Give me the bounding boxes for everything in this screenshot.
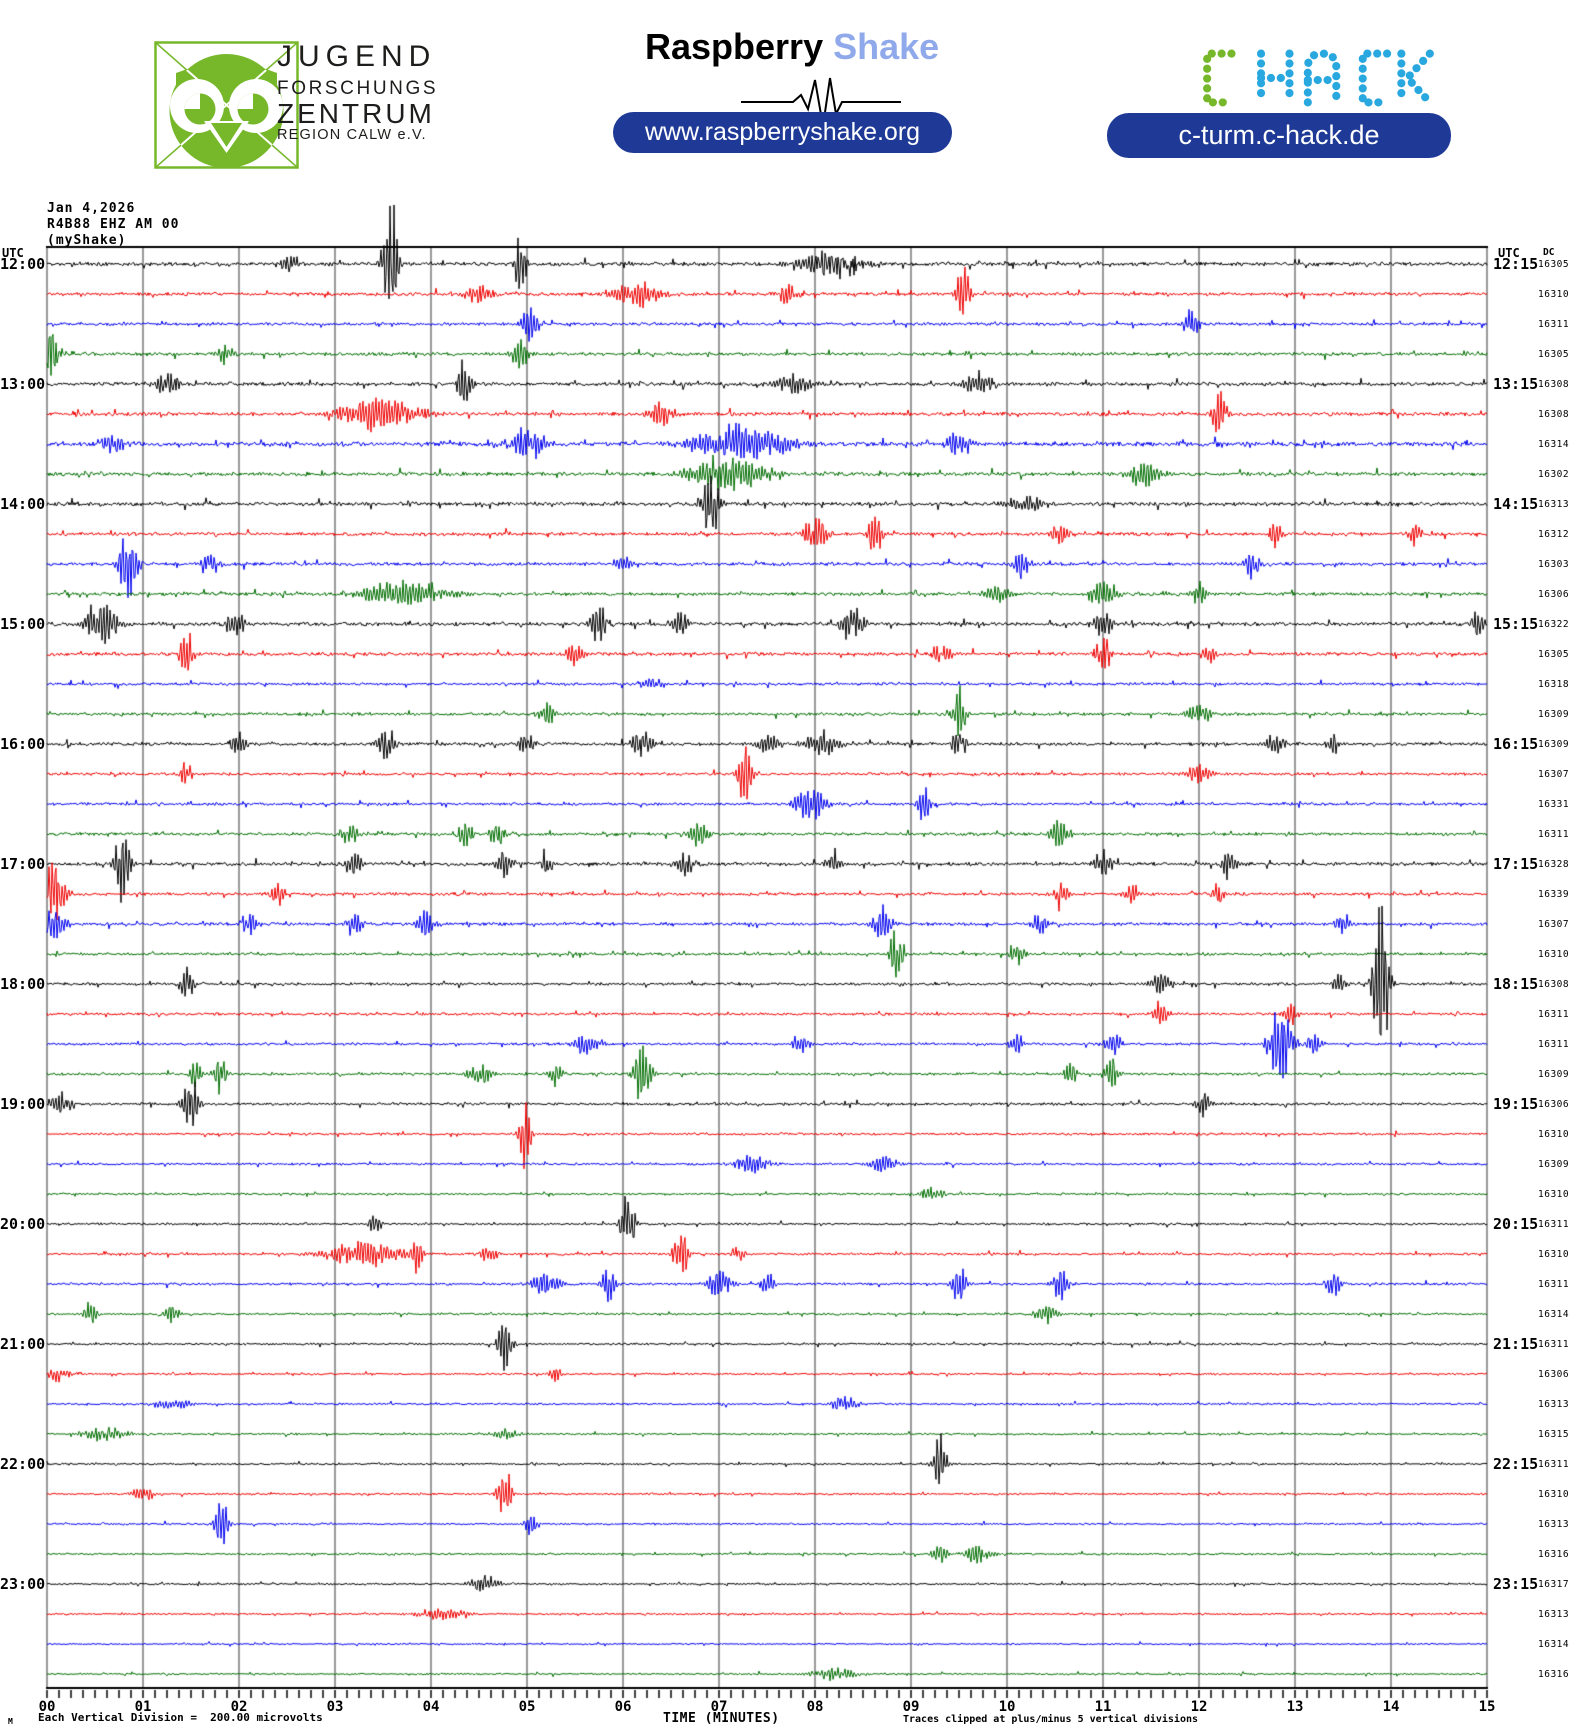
dc-value: 16311 <box>1538 829 1570 840</box>
x-tick-label: 03 <box>326 1699 344 1715</box>
x-tick-label: 04 <box>422 1699 440 1715</box>
dc-value: 16310 <box>1538 1249 1570 1260</box>
dc-value: 16310 <box>1538 949 1570 960</box>
dc-value: 16307 <box>1538 919 1570 930</box>
dc-value: 16314 <box>1538 439 1570 450</box>
x-tick-label: 12 <box>1190 1699 1208 1715</box>
dc-value: 16306 <box>1538 1099 1570 1110</box>
left-time-label: 14:00 <box>0 495 46 513</box>
x-tick-label: 02 <box>230 1699 248 1715</box>
dc-value: 16310 <box>1538 1489 1570 1500</box>
right-time-label: 17:15 <box>1493 855 1539 873</box>
x-tick-label: 08 <box>806 1699 824 1715</box>
dc-value: 16311 <box>1538 1279 1570 1290</box>
dc-value: 16310 <box>1538 289 1570 300</box>
dc-value: 16311 <box>1538 1339 1570 1350</box>
dc-value: 16331 <box>1538 799 1570 810</box>
footer-clip-note: Traces clipped at plus/minus 5 vertical … <box>903 1714 1199 1725</box>
left-time-label: 19:00 <box>0 1095 46 1113</box>
dc-value: 16308 <box>1538 379 1570 390</box>
left-time-label: 15:00 <box>0 615 46 633</box>
dc-value: 16309 <box>1538 1069 1570 1080</box>
right-time-label: 12:15 <box>1493 255 1539 273</box>
x-tick-label: 00 <box>38 1699 56 1715</box>
dc-value: 16339 <box>1538 889 1570 900</box>
right-time-label: 19:15 <box>1493 1095 1539 1113</box>
dc-value: 16314 <box>1538 1639 1570 1650</box>
dc-value: 16309 <box>1538 1159 1570 1170</box>
dc-value: 16317 <box>1538 1579 1570 1590</box>
dc-value: 16311 <box>1538 1009 1570 1020</box>
dc-value: 16305 <box>1538 649 1570 660</box>
right-time-label: 15:15 <box>1493 615 1539 633</box>
left-time-label: 12:00 <box>0 255 46 273</box>
left-time-label: 21:00 <box>0 1335 46 1353</box>
dc-value: 16311 <box>1538 1459 1570 1470</box>
dc-value: 16311 <box>1538 1039 1570 1050</box>
dc-value: 16313 <box>1538 499 1570 510</box>
x-axis-title: TIME (MINUTES) <box>663 1711 780 1726</box>
dc-value: 16310 <box>1538 1189 1570 1200</box>
dc-value: 16302 <box>1538 469 1570 480</box>
dc-value: 16310 <box>1538 1129 1570 1140</box>
x-tick-label: 14 <box>1382 1699 1400 1715</box>
left-time-label: 17:00 <box>0 855 46 873</box>
right-time-label: 16:15 <box>1493 735 1539 753</box>
dc-value: 16312 <box>1538 529 1570 540</box>
dc-value: 16311 <box>1538 319 1570 330</box>
dc-value: 16309 <box>1538 709 1570 720</box>
right-time-label: 23:15 <box>1493 1575 1539 1593</box>
dc-value: 16307 <box>1538 769 1570 780</box>
dc-value: 16314 <box>1538 1309 1570 1320</box>
dc-value: 16313 <box>1538 1399 1570 1410</box>
right-time-label: 18:15 <box>1493 975 1539 993</box>
dc-value: 16315 <box>1538 1429 1570 1440</box>
left-time-label: 20:00 <box>0 1215 46 1233</box>
dc-value: 16322 <box>1538 619 1570 630</box>
dc-value: 16305 <box>1538 349 1570 360</box>
right-time-label: 13:15 <box>1493 375 1539 393</box>
dc-value: 16303 <box>1538 559 1570 570</box>
x-tick-label: 15 <box>1478 1699 1496 1715</box>
dc-value: 16313 <box>1538 1609 1570 1620</box>
dc-value: 16308 <box>1538 409 1570 420</box>
footer-scale-mark: M <box>8 1717 13 1726</box>
right-time-label: 14:15 <box>1493 495 1539 513</box>
right-time-label: 22:15 <box>1493 1455 1539 1473</box>
right-time-label: 21:15 <box>1493 1335 1539 1353</box>
dc-value: 16313 <box>1538 1519 1570 1530</box>
x-tick-label: 07 <box>710 1699 728 1715</box>
dc-value: 16309 <box>1538 739 1570 750</box>
footer-scale-note: Each Vertical Division = 200.00 microvol… <box>38 1711 323 1724</box>
x-tick-label: 10 <box>998 1699 1016 1715</box>
dc-value: 16308 <box>1538 979 1570 990</box>
dc-value: 16328 <box>1538 859 1570 870</box>
dc-value: 16306 <box>1538 589 1570 600</box>
left-time-label: 13:00 <box>0 375 46 393</box>
x-tick-label: 06 <box>614 1699 632 1715</box>
dc-value: 16306 <box>1538 1369 1570 1380</box>
left-time-label: 22:00 <box>0 1455 46 1473</box>
left-time-label: 16:00 <box>0 735 46 753</box>
dc-value: 16311 <box>1538 1219 1570 1230</box>
x-tick-label: 11 <box>1094 1699 1112 1715</box>
dc-value: 16305 <box>1538 259 1570 270</box>
x-tick-label: 05 <box>518 1699 536 1715</box>
right-time-label: 20:15 <box>1493 1215 1539 1233</box>
x-tick-label: 01 <box>134 1699 152 1715</box>
left-time-label: 23:00 <box>0 1575 46 1593</box>
dc-value: 16316 <box>1538 1549 1570 1560</box>
left-time-label: 18:00 <box>0 975 46 993</box>
dc-value: 16318 <box>1538 679 1570 690</box>
x-tick-label: 13 <box>1286 1699 1304 1715</box>
dc-value: 16316 <box>1538 1669 1570 1680</box>
x-tick-label: 09 <box>902 1699 920 1715</box>
